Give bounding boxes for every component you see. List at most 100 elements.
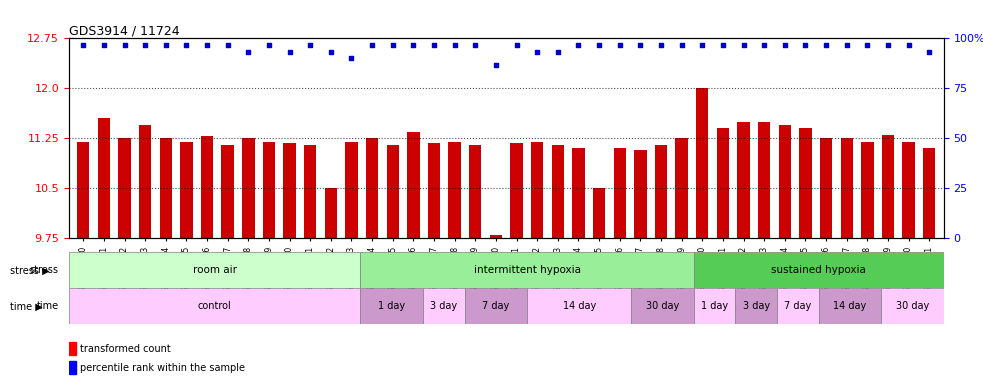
Point (117, 42, 133, 48)
Point (76, 42, 91, 48)
Bar (572, 148, 585, 238)
Point (591, 42, 607, 48)
Bar (737, 122, 750, 238)
Bar (758, 122, 771, 238)
Bar (407, 132, 420, 238)
Bar (304, 145, 317, 238)
Bar (118, 138, 131, 238)
Text: control: control (198, 301, 232, 311)
Point (447, 42, 463, 48)
FancyBboxPatch shape (527, 288, 631, 324)
Bar (490, 235, 502, 238)
Point (859, 42, 875, 48)
Text: 3 day: 3 day (742, 301, 770, 311)
Bar (531, 142, 544, 238)
Bar (283, 143, 296, 238)
Bar (696, 88, 709, 238)
Bar (386, 145, 399, 238)
Point (632, 42, 648, 48)
Point (756, 42, 772, 48)
Point (818, 42, 834, 48)
Point (508, 42, 524, 48)
Bar (180, 142, 193, 238)
Bar (840, 138, 853, 238)
Text: room air: room air (193, 265, 237, 275)
Point (715, 42, 730, 48)
Bar (221, 145, 234, 238)
Point (735, 42, 751, 48)
Point (138, 42, 153, 48)
Point (406, 42, 422, 48)
Bar (861, 142, 874, 238)
Point (468, 42, 484, 48)
Bar (262, 142, 275, 238)
Bar (634, 149, 647, 238)
Point (323, 49, 339, 55)
Bar (201, 136, 213, 238)
Bar (159, 138, 172, 238)
Text: stress: stress (29, 265, 58, 275)
Text: 7 day: 7 day (483, 301, 509, 311)
Point (241, 49, 257, 55)
Bar (510, 143, 523, 238)
Bar (324, 188, 337, 238)
Text: transformed count: transformed count (80, 344, 170, 354)
Text: percentile rank within the sample: percentile rank within the sample (80, 363, 245, 373)
Bar (139, 125, 151, 238)
Text: 30 day: 30 day (896, 301, 929, 311)
Text: 30 day: 30 day (646, 301, 679, 311)
Point (282, 49, 298, 55)
Point (158, 42, 174, 48)
Bar (366, 138, 378, 238)
FancyBboxPatch shape (735, 288, 777, 324)
Point (797, 42, 813, 48)
Bar (923, 148, 936, 238)
Text: time ▶: time ▶ (10, 302, 42, 312)
Text: sustained hypoxia: sustained hypoxia (772, 265, 866, 275)
Bar (717, 128, 729, 238)
Bar (820, 138, 833, 238)
Text: 1 day: 1 day (378, 301, 405, 311)
Bar (593, 188, 606, 238)
Bar (779, 125, 791, 238)
Bar (77, 142, 89, 238)
Point (838, 42, 854, 48)
Point (921, 49, 937, 55)
Bar (428, 143, 440, 238)
Bar (69, 361, 77, 374)
Point (694, 42, 710, 48)
FancyBboxPatch shape (465, 288, 527, 324)
Bar (613, 148, 626, 238)
Point (673, 42, 689, 48)
Bar (69, 342, 77, 355)
FancyBboxPatch shape (777, 288, 819, 324)
Bar (242, 138, 255, 238)
Point (261, 42, 277, 48)
FancyBboxPatch shape (69, 252, 361, 288)
FancyBboxPatch shape (361, 252, 694, 288)
Bar (97, 118, 110, 238)
Point (900, 42, 916, 48)
Bar (655, 145, 667, 238)
Point (529, 49, 545, 55)
Point (365, 42, 380, 48)
Bar (448, 142, 461, 238)
FancyBboxPatch shape (631, 288, 694, 324)
Point (777, 42, 792, 48)
FancyBboxPatch shape (881, 288, 944, 324)
Bar (799, 128, 812, 238)
Text: 14 day: 14 day (834, 301, 867, 311)
Bar (469, 145, 482, 238)
Bar (902, 142, 915, 238)
Point (200, 42, 215, 48)
Text: intermittent hypoxia: intermittent hypoxia (474, 265, 581, 275)
FancyBboxPatch shape (361, 288, 423, 324)
Text: 7 day: 7 day (784, 301, 812, 311)
Point (385, 42, 401, 48)
Point (570, 42, 586, 48)
FancyBboxPatch shape (819, 288, 881, 324)
Bar (345, 142, 358, 238)
Text: 14 day: 14 day (562, 301, 596, 311)
Point (344, 55, 360, 61)
Text: GDS3914 / 11724: GDS3914 / 11724 (69, 24, 180, 37)
